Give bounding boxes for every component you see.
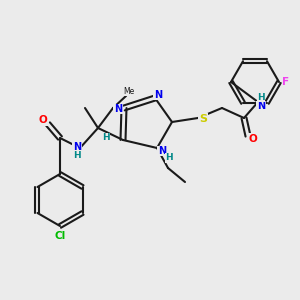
Text: F: F <box>282 77 290 87</box>
Text: H: H <box>73 152 81 160</box>
Text: N: N <box>73 142 81 152</box>
Text: N: N <box>114 104 122 114</box>
Text: H: H <box>165 154 173 163</box>
Text: O: O <box>39 115 47 125</box>
Text: H: H <box>257 92 265 101</box>
Text: S: S <box>199 114 207 124</box>
Text: Cl: Cl <box>54 231 66 241</box>
Text: N: N <box>257 101 265 111</box>
Text: O: O <box>249 134 257 144</box>
Text: N: N <box>158 146 166 156</box>
Text: Me: Me <box>123 86 135 95</box>
Text: N: N <box>154 90 162 100</box>
Text: H: H <box>102 134 110 142</box>
